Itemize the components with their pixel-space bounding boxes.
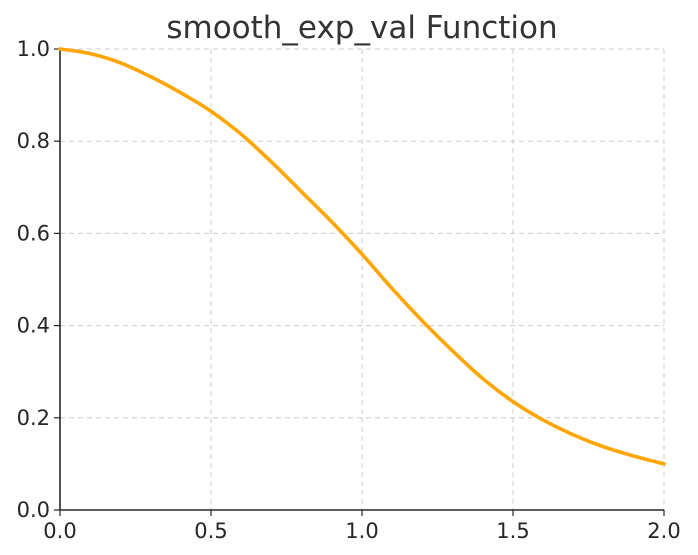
y-tick-label: 0.8 (17, 129, 50, 153)
y-tick-label: 0.2 (17, 406, 50, 430)
chart-title: smooth_exp_val Function (166, 10, 557, 46)
grid (59, 48, 665, 511)
y-tick-label: 0.6 (17, 221, 50, 245)
x-tick-label: 2.0 (647, 519, 680, 543)
x-tick-label: 0.5 (194, 519, 227, 543)
series-line (58, 47, 666, 466)
y-tick-label: 0.4 (17, 314, 50, 338)
series (58, 47, 666, 466)
y-tick-label: 1.0 (17, 37, 50, 61)
x-tick-label: 0.0 (43, 519, 76, 543)
x-tick-label: 1.5 (496, 519, 529, 543)
y-tick-label: 0.0 (17, 498, 50, 522)
x-tick-label: 1.0 (345, 519, 378, 543)
ticks: 0.0 0.5 1.0 1.5 2.0 0.0 0.2 0.4 0.6 0.8 1.0 (17, 37, 681, 543)
